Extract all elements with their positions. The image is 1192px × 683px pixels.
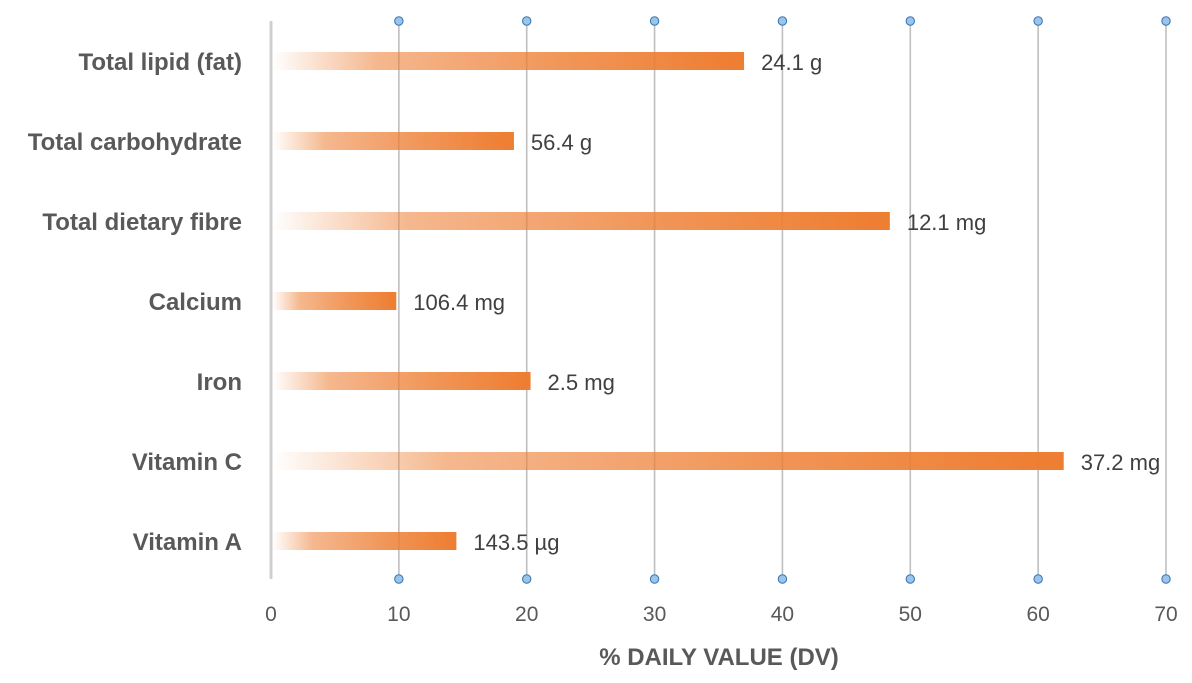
bar [272,132,514,150]
gridline-marker-bottom-10 [394,574,404,584]
data-label: 106.4 mg [413,290,505,315]
x-tick-label: 50 [899,603,922,626]
data-label: 12.1 mg [907,210,987,235]
category-label: Iron [197,369,242,396]
category-label: Total lipid (fat) [78,49,242,76]
gridline-marker-bottom-40 [777,574,788,584]
labels: 0 10 20 30 40 50 60 70 Total lipid (fat) 24.1 g To… [28,49,1178,671]
x-tick-label: 30 [643,603,666,626]
data-label: 24.1 g [761,50,822,75]
gridline-marker-top-10 [394,16,404,26]
x-axis-title: % DAILY VALUE (DV) [599,644,839,671]
gridline-marker-bottom-70 [1161,574,1171,584]
bar [272,292,397,310]
x-tick-label: 60 [1026,603,1049,626]
gridlines [394,16,1171,584]
gridline-marker-bottom-20 [522,574,532,584]
data-label: 56.4 g [531,130,592,155]
x-tick-label: 40 [771,603,794,626]
gridline-marker-top-60 [1033,16,1043,26]
category-label: Vitamin A [133,529,242,556]
x-tick-label: 10 [387,603,410,626]
x-tick-label: 70 [1154,603,1177,626]
bar [272,372,531,390]
bars [272,52,1064,550]
gridline-marker-top-20 [522,16,532,26]
gridline-marker-bottom-30 [649,574,660,584]
bar [272,52,745,70]
x-tick-label: 0 [265,603,277,626]
gridline-marker-bottom-50 [905,574,915,584]
data-label: 2.5 mg [548,370,615,395]
gridline-marker-top-70 [1161,16,1171,26]
category-label: Total dietary fibre [42,209,242,236]
gridline-marker-top-50 [905,16,915,26]
gridline-marker-bottom-60 [1033,574,1043,584]
gridline-marker-top-40 [777,16,788,26]
category-label: Vitamin C [132,449,242,476]
data-label: 143.5 µg [473,530,559,555]
category-label: Total carbohydrate [28,129,242,156]
gridline-marker-top-30 [649,16,660,26]
data-label: 37.2 mg [1081,450,1161,475]
x-tick-label: 20 [515,603,538,626]
bar [272,212,890,230]
category-label: Calcium [149,289,242,316]
bar [272,452,1064,470]
bar [272,532,457,550]
